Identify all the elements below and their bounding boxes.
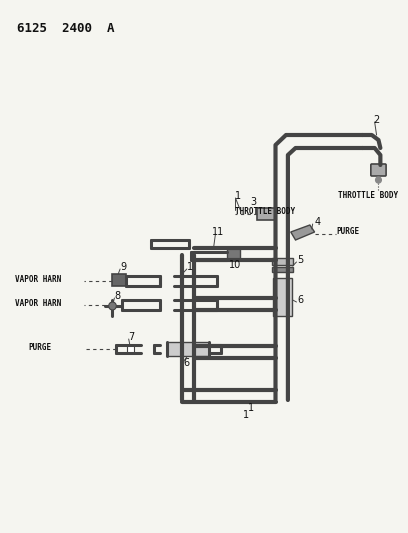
Text: 1: 1 (187, 262, 193, 272)
FancyBboxPatch shape (273, 278, 292, 316)
Text: 1: 1 (248, 403, 254, 413)
Text: THROTTLE BODY: THROTTLE BODY (338, 191, 399, 200)
Text: PURGE: PURGE (337, 228, 359, 237)
FancyBboxPatch shape (127, 345, 134, 353)
Text: 8: 8 (114, 291, 120, 301)
Text: 9: 9 (120, 262, 126, 272)
Text: 2: 2 (374, 115, 380, 125)
Circle shape (109, 302, 116, 310)
Circle shape (376, 177, 381, 183)
Text: 10: 10 (229, 260, 241, 270)
Text: 6: 6 (297, 295, 304, 305)
Text: 1: 1 (243, 410, 249, 420)
FancyBboxPatch shape (272, 267, 293, 272)
FancyBboxPatch shape (227, 248, 240, 260)
FancyBboxPatch shape (371, 164, 386, 176)
Text: PURGE: PURGE (29, 343, 52, 351)
Text: 4: 4 (315, 217, 321, 227)
FancyBboxPatch shape (272, 258, 293, 265)
Text: 5: 5 (297, 255, 304, 265)
Text: 3: 3 (251, 197, 257, 207)
Text: 6125  2400  A: 6125 2400 A (17, 22, 115, 35)
Text: VAPOR HARN: VAPOR HARN (15, 298, 62, 308)
Text: VAPOR HARN: VAPOR HARN (15, 274, 62, 284)
Text: 6: 6 (183, 358, 189, 368)
Text: 11: 11 (212, 227, 224, 237)
Text: 7: 7 (128, 332, 134, 342)
Polygon shape (291, 225, 315, 240)
FancyBboxPatch shape (257, 208, 277, 220)
Text: THROTTLE BODY: THROTTLE BODY (235, 207, 295, 216)
FancyBboxPatch shape (167, 342, 209, 356)
FancyBboxPatch shape (113, 274, 126, 286)
Text: 1: 1 (235, 191, 241, 201)
